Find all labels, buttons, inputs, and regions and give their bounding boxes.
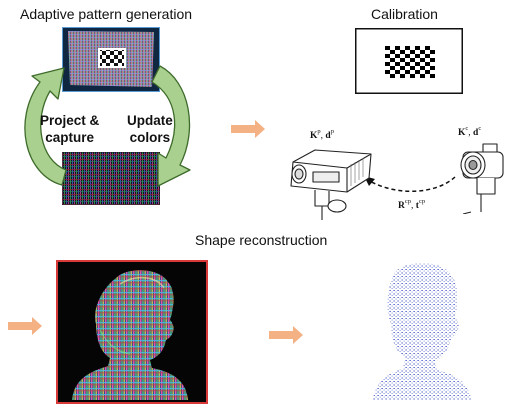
project-capture-label: Project & capture <box>40 113 100 145</box>
color-stripe-pattern-icon <box>62 152 160 205</box>
checkerboard-icon <box>355 28 463 94</box>
camera-icon <box>460 143 504 214</box>
point-cloud-icon <box>373 263 471 400</box>
projected-bust-photo <box>56 260 208 404</box>
projector-icon <box>290 149 372 220</box>
project-capture-arrow <box>24 67 67 186</box>
flow-arrow-to-photo <box>8 317 42 335</box>
projector-intrinsics-label: Kp, dp <box>310 128 334 141</box>
calibration-heading: Calibration <box>371 6 438 22</box>
adaptive-pattern-icon <box>62 27 160 92</box>
shape-reconstruction-heading: Shape reconstruction <box>195 232 328 248</box>
adaptive-pattern-heading: Adaptive pattern generation <box>20 6 193 22</box>
update-colors-label: Update colors <box>127 113 173 145</box>
update-colors-arrow <box>151 65 191 187</box>
flow-arrow-to-calibration <box>231 120 265 138</box>
flow-arrow-to-pointcloud <box>269 326 303 344</box>
camera-intrinsics-label: Kc, dc <box>458 125 482 138</box>
extrinsic-label: Rcp, tcp <box>398 198 426 211</box>
extrinsic-dashed-arrow <box>367 176 456 192</box>
